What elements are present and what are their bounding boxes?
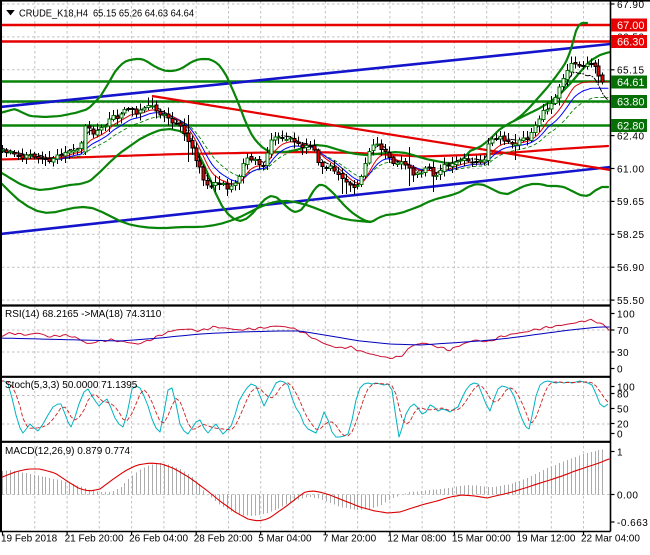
- svg-text:50: 50: [617, 404, 629, 415]
- svg-text:56.90: 56.90: [617, 263, 645, 274]
- svg-text:30: 30: [617, 348, 629, 359]
- svg-text:80: 80: [617, 389, 629, 400]
- svg-text:1: 1: [617, 447, 623, 458]
- svg-text:22 Mar 04:00: 22 Mar 04:00: [581, 534, 640, 545]
- svg-text:65.15: 65.15: [617, 66, 645, 77]
- svg-text:5 Mar 04:00: 5 Mar 04:00: [258, 534, 312, 545]
- svg-text:62.80: 62.80: [617, 121, 645, 133]
- svg-text:RSI(14) 68.2165 ->MA(18) 74.3: RSI(14) 68.2165 ->MA(18) 74.3110: [5, 309, 162, 320]
- svg-text:58.25: 58.25: [617, 230, 645, 241]
- svg-text:12 Mar 08:00: 12 Mar 08:00: [387, 534, 446, 545]
- svg-text:0: 0: [617, 429, 623, 440]
- svg-text:100: 100: [617, 309, 635, 320]
- svg-text:66.30: 66.30: [617, 37, 645, 49]
- svg-text:55.50: 55.50: [617, 296, 645, 307]
- svg-text:19 Mar 12:00: 19 Mar 12:00: [517, 534, 576, 545]
- svg-text:63.80: 63.80: [617, 97, 645, 109]
- svg-text:0: 0: [617, 364, 623, 375]
- svg-text:61.00: 61.00: [617, 164, 645, 175]
- svg-text:0.00: 0.00: [617, 490, 638, 501]
- svg-text:CRUDE_K18,H4: CRUDE_K18,H4: [19, 9, 88, 20]
- svg-text:62.40: 62.40: [617, 131, 645, 142]
- svg-text:MACD(12,26,9) 0.879 0.774: MACD(12,26,9) 0.879 0.774: [5, 446, 131, 457]
- svg-text:15 Mar 00:00: 15 Mar 00:00: [452, 534, 511, 545]
- svg-text:28 Feb 20:00: 28 Feb 20:00: [194, 534, 253, 545]
- svg-text:65.15 65.26 64.63 64.64: 65.15 65.26 64.63 64.64: [93, 9, 194, 20]
- svg-text:7 Mar 20:00: 7 Mar 20:00: [323, 534, 377, 545]
- svg-text:67.90: 67.90: [617, 0, 645, 11]
- svg-text:20: 20: [617, 419, 629, 430]
- svg-text:70: 70: [617, 326, 629, 337]
- svg-text:19 Feb 2018: 19 Feb 2018: [1, 534, 58, 545]
- svg-text:26 Feb 04:00: 26 Feb 04:00: [129, 534, 188, 545]
- svg-text:-0.663: -0.663: [617, 518, 648, 529]
- svg-text:Stoch(5,3,3) 50.0000 71.1395: Stoch(5,3,3) 50.0000 71.1395: [5, 380, 138, 391]
- svg-text:100: 100: [617, 382, 635, 393]
- svg-text:59.65: 59.65: [617, 197, 645, 208]
- svg-text:21 Feb 20:00: 21 Feb 20:00: [65, 534, 124, 545]
- svg-text:67.00: 67.00: [617, 20, 645, 32]
- svg-text:64.61: 64.61: [617, 77, 645, 89]
